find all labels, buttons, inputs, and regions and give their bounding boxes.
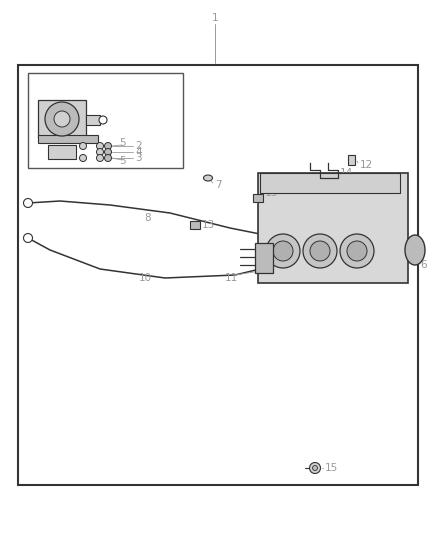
Text: 10: 10: [138, 273, 152, 283]
Circle shape: [96, 155, 103, 161]
Bar: [86, 115, 100, 125]
Text: 7: 7: [215, 180, 222, 190]
Text: 15: 15: [325, 463, 338, 473]
Circle shape: [310, 463, 321, 473]
Bar: [48, 145, 76, 159]
Text: 4: 4: [135, 147, 141, 157]
Bar: [38, 100, 86, 138]
Ellipse shape: [405, 235, 425, 265]
Circle shape: [266, 234, 300, 268]
Circle shape: [347, 241, 367, 261]
Text: 1: 1: [212, 13, 218, 23]
Circle shape: [80, 142, 86, 149]
Text: 5: 5: [119, 138, 125, 148]
Bar: [258, 173, 408, 283]
Text: 3: 3: [135, 153, 141, 163]
Bar: [348, 155, 355, 165]
Bar: [38, 135, 98, 143]
Circle shape: [105, 149, 112, 156]
Text: 9: 9: [340, 180, 346, 190]
Bar: [18, 65, 418, 485]
Circle shape: [54, 111, 70, 127]
Circle shape: [99, 116, 107, 124]
Text: 6: 6: [420, 260, 427, 270]
Text: 12: 12: [360, 160, 373, 170]
Bar: [260, 173, 400, 193]
Circle shape: [105, 142, 112, 149]
Circle shape: [310, 241, 330, 261]
Circle shape: [24, 198, 32, 207]
Text: 13: 13: [265, 188, 278, 198]
Text: 11: 11: [225, 273, 238, 283]
Text: 13: 13: [202, 220, 215, 230]
Circle shape: [96, 142, 103, 149]
Circle shape: [24, 233, 32, 243]
Bar: [28, 73, 183, 168]
Text: 2: 2: [135, 141, 141, 151]
Circle shape: [96, 149, 103, 156]
Circle shape: [45, 102, 79, 136]
Bar: [253, 194, 263, 202]
Circle shape: [303, 234, 337, 268]
Circle shape: [273, 241, 293, 261]
Text: 8: 8: [145, 213, 151, 223]
Circle shape: [105, 155, 112, 161]
Circle shape: [312, 465, 318, 471]
Circle shape: [340, 234, 374, 268]
Ellipse shape: [204, 175, 212, 181]
Text: 5: 5: [119, 156, 125, 166]
Text: 14: 14: [340, 168, 353, 178]
Bar: [190, 221, 200, 229]
Circle shape: [80, 155, 86, 161]
Bar: [255, 243, 273, 273]
